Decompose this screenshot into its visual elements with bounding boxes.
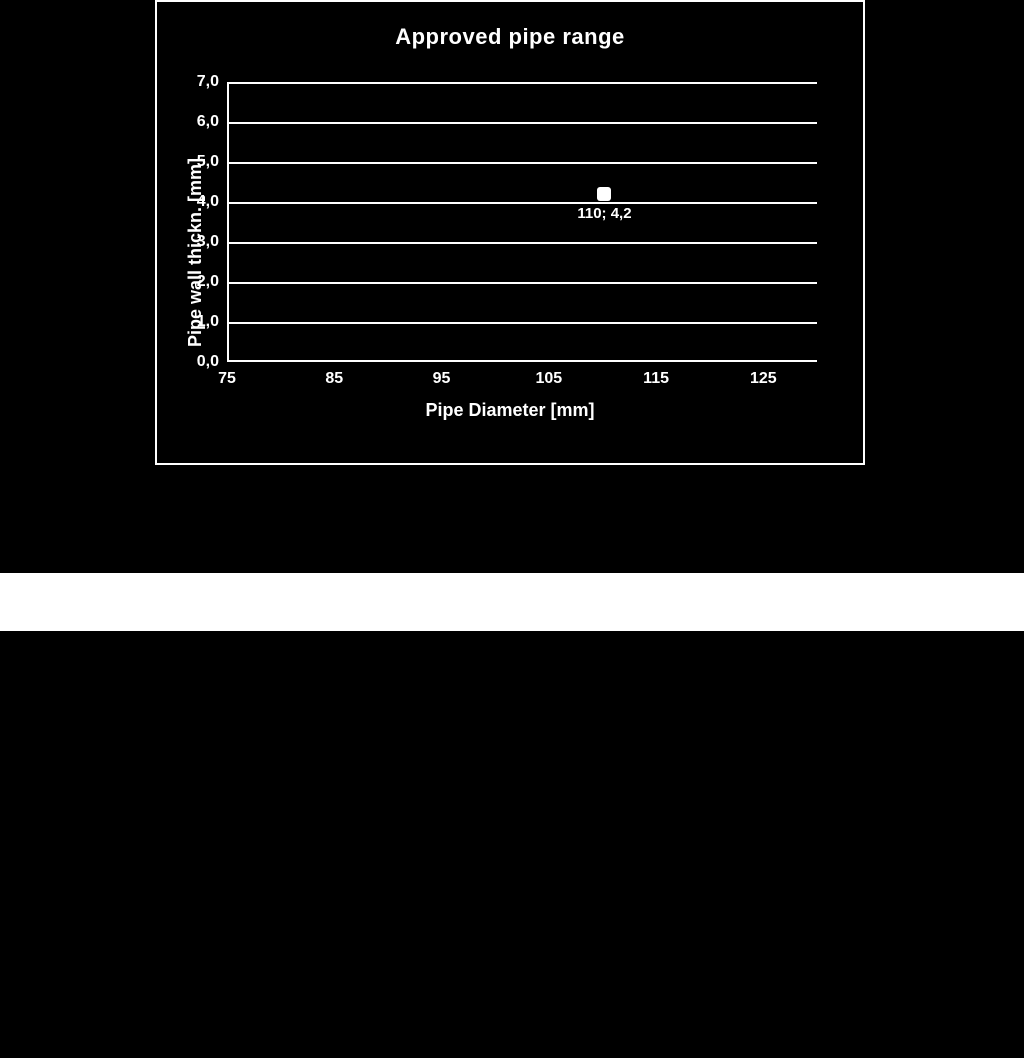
x-tick-label: 105 — [535, 370, 562, 388]
x-tick-label: 125 — [750, 370, 777, 388]
x-tick-label: 95 — [433, 370, 451, 388]
x-tick-label: 75 — [218, 370, 236, 388]
y-tick-label: 4,0 — [179, 193, 219, 211]
gridline-y — [229, 282, 817, 284]
plot-area: 110; 4,2 — [227, 82, 817, 362]
y-tick-label: 6,0 — [179, 113, 219, 131]
gridline-y — [229, 122, 817, 124]
x-tick-label: 115 — [643, 370, 669, 388]
gridline-y — [229, 202, 817, 204]
chart-container: Approved pipe range Pipe wall thickn. [m… — [155, 0, 865, 465]
y-tick-label: 2,0 — [179, 273, 219, 291]
y-tick-label: 0,0 — [179, 353, 219, 371]
chart-title: Approved pipe range — [157, 24, 863, 50]
gridline-y — [229, 162, 817, 164]
data-point: 110; 4,2 — [597, 187, 611, 201]
data-marker — [597, 187, 611, 201]
gridline-y — [229, 82, 817, 84]
y-tick-label: 1,0 — [179, 313, 219, 331]
gridline-y — [229, 242, 817, 244]
y-tick-label: 5,0 — [179, 153, 219, 171]
x-tick-label: 85 — [325, 370, 343, 388]
separator-band — [0, 573, 1024, 631]
y-tick-label: 3,0 — [179, 233, 219, 251]
gridline-y — [229, 322, 817, 324]
data-point-label: 110; 4,2 — [577, 205, 631, 222]
y-tick-label: 7,0 — [179, 73, 219, 91]
x-axis-label: Pipe Diameter [mm] — [157, 400, 863, 421]
page-root: Approved pipe range Pipe wall thickn. [m… — [0, 0, 1024, 1058]
